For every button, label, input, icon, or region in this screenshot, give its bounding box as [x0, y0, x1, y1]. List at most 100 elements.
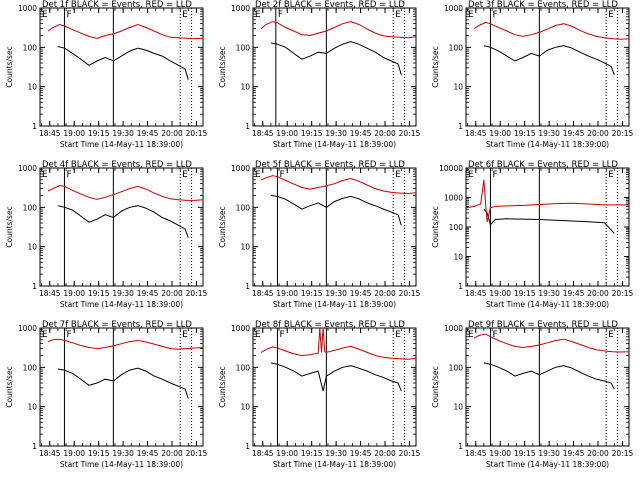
panel-4: Det 4f BLACK = Events, RED = LLD 1 10 100 10… — [5, 160, 208, 309]
marker-letter: E — [255, 10, 261, 20]
x-tick-label: 19:00 — [489, 449, 511, 458]
plot-frame — [39, 167, 204, 287]
panel-title: Det 7f BLACK = Events, RED = LLD — [42, 320, 192, 330]
x-tick-label: 19:00 — [489, 289, 511, 298]
y-axis-label: Counts/sec — [431, 206, 440, 247]
x-tick-label: 19:45 — [563, 449, 585, 458]
y-tick-label: 1 — [245, 442, 250, 451]
marker-letter: F — [66, 330, 71, 340]
x-tick-label: 20:00 — [587, 129, 609, 138]
x-tick-label: 19:45 — [137, 449, 159, 458]
marker-letter: E — [182, 330, 188, 340]
y-tick-label: 1000 — [18, 324, 37, 333]
y-tick-label: 10 — [240, 243, 250, 252]
panel-3: Det 3f BLACK = Events, RED = LLD 1 10 100 10… — [431, 0, 634, 149]
x-tick-label: 20:15 — [612, 289, 634, 298]
x-tick-label: 19:45 — [563, 289, 585, 298]
y-tick-label: 1000 — [231, 164, 250, 173]
x-tick-label: 19:00 — [63, 449, 85, 458]
x-tick-label: 19:30 — [112, 289, 134, 298]
marker-letter: F — [278, 10, 283, 20]
y-tick-label: 1000 — [18, 164, 37, 173]
marker-letter: E — [608, 170, 614, 180]
x-tick-label: 19:00 — [276, 449, 298, 458]
series-events-line — [483, 208, 615, 234]
x-tick-label: 19:15 — [88, 129, 110, 138]
panel-title: Det 1f BLACK = Events, RED = LLD — [42, 0, 192, 10]
panel-2: Det 2f BLACK = Events, RED = LLD 1 10 100 10… — [218, 0, 421, 149]
x-axis-label: Start Time (14-May-11 18:39:00) — [486, 140, 609, 149]
x-tick-label: 19:00 — [63, 289, 85, 298]
marker-letter: E — [608, 330, 614, 340]
marker-letter: E — [255, 170, 261, 180]
plot-frame — [465, 327, 630, 447]
y-tick-label: 1000 — [444, 4, 463, 13]
plot-frame — [252, 167, 417, 287]
marker-letter: E — [468, 330, 474, 340]
marker-letter: F — [279, 170, 284, 180]
y-axis-label: Counts/sec — [218, 46, 227, 87]
x-tick-label: 19:30 — [325, 289, 347, 298]
x-tick-label: 19:15 — [514, 289, 536, 298]
y-tick-label: 10 — [240, 403, 250, 412]
marker-letter: F — [66, 170, 71, 180]
x-tick-label: 19:15 — [514, 129, 536, 138]
x-axis-label: Start Time (14-May-11 18:39:00) — [273, 140, 396, 149]
y-tick-label: 1000 — [18, 4, 37, 13]
x-tick-label: 19:15 — [301, 289, 323, 298]
x-tick-label: 19:15 — [88, 449, 110, 458]
x-tick-label: 20:00 — [587, 449, 609, 458]
x-tick-label: 20:00 — [161, 449, 183, 458]
x-tick-label: 19:45 — [137, 129, 159, 138]
x-tick-label: 19:30 — [325, 129, 347, 138]
x-tick-label: 18:45 — [39, 129, 61, 138]
y-tick-label: 10 — [240, 83, 250, 92]
x-tick-label: 20:15 — [186, 129, 208, 138]
marker-letter: E — [468, 10, 474, 20]
series-events-line — [270, 195, 402, 226]
x-tick-label: 20:15 — [612, 449, 634, 458]
series-events-line — [270, 41, 402, 75]
x-axis-label: Start Time (14-May-11 18:39:00) — [60, 300, 183, 309]
marker-letter: F — [492, 10, 497, 20]
x-tick-label: 20:00 — [374, 289, 396, 298]
y-tick-label: 100 — [449, 223, 464, 232]
panel-1: Det 1f BLACK = Events, RED = LLD 1 10 100 10… — [5, 0, 208, 149]
x-tick-label: 20:00 — [161, 289, 183, 298]
series-lld-line — [465, 179, 629, 222]
x-tick-label: 20:15 — [186, 449, 208, 458]
panel-title: Det 2f BLACK = Events, RED = LLD — [255, 0, 405, 10]
x-tick-label: 20:15 — [399, 129, 421, 138]
x-tick-label: 19:30 — [325, 449, 347, 458]
x-axis-label: Start Time (14-May-11 18:39:00) — [60, 460, 183, 469]
plot-frame — [39, 327, 204, 447]
x-tick-label: 18:45 — [252, 129, 274, 138]
y-tick-label: 100 — [236, 363, 251, 372]
x-axis-label: Start Time (14-May-11 18:39:00) — [273, 460, 396, 469]
plot-frame — [252, 7, 417, 127]
y-axis-label: Counts/sec — [5, 46, 14, 87]
marker-letter: E — [255, 330, 261, 340]
x-tick-label: 19:30 — [538, 129, 560, 138]
x-axis-label: Start Time (14-May-11 18:39:00) — [60, 140, 183, 149]
y-tick-label: 1 — [458, 442, 463, 451]
x-tick-label: 19:30 — [538, 449, 560, 458]
panel-title: Det 3f BLACK = Events, RED = LLD — [468, 0, 618, 10]
x-tick-label: 19:15 — [514, 449, 536, 458]
plot-frame — [252, 327, 417, 447]
y-tick-label: 100 — [23, 43, 38, 52]
series-lld-line — [260, 327, 417, 360]
x-tick-label: 19:00 — [276, 129, 298, 138]
x-tick-label: 19:45 — [350, 449, 372, 458]
series-lld-line — [260, 21, 417, 39]
y-tick-label: 1 — [32, 122, 37, 131]
x-tick-label: 18:45 — [465, 289, 487, 298]
marker-letter: F — [66, 10, 71, 20]
series-lld-line — [47, 338, 204, 350]
x-tick-label: 20:00 — [374, 449, 396, 458]
x-tick-label: 19:00 — [276, 289, 298, 298]
series-events-line — [483, 45, 615, 75]
y-tick-label: 100 — [23, 203, 38, 212]
y-tick-label: 100 — [236, 203, 251, 212]
series-events-line — [483, 362, 615, 390]
